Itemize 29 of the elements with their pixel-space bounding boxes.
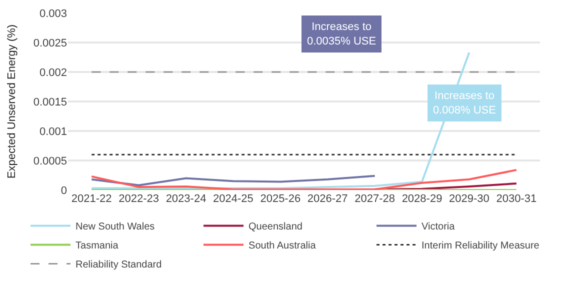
legend-label: Queensland xyxy=(248,222,302,233)
legend-label: New South Wales xyxy=(76,222,155,233)
y-tick-label: 0.0015 xyxy=(33,96,67,108)
x-tick-label: 2024-25 xyxy=(213,193,254,205)
x-tick-label: 2027-28 xyxy=(354,193,395,205)
y-tick-label: 0.0005 xyxy=(33,155,67,168)
line-series xyxy=(90,168,518,190)
y-tick-label: 0.0025 xyxy=(33,37,67,50)
x-tick-label: 2029-30 xyxy=(449,193,490,205)
x-tick-label: 2025-26 xyxy=(260,193,301,205)
x-tick-label: 2026-27 xyxy=(307,193,348,205)
y-tick-label: 0.003 xyxy=(39,8,67,20)
x-tick-label: 2030-31 xyxy=(496,193,537,205)
y-tick-label: 0 xyxy=(60,184,67,197)
annotation: Increases to 0.0035% USE xyxy=(307,21,376,48)
line-series xyxy=(90,174,376,186)
y-tick-label: 0.001 xyxy=(39,126,67,138)
legend-label: Interim Reliability Measure xyxy=(422,240,540,252)
x-tick-label: 2028-29 xyxy=(402,193,442,205)
legend-label: Reliability Standard xyxy=(76,260,162,271)
x-tick-label: 2022-23 xyxy=(118,193,159,205)
x-tick-label: 2023-24 xyxy=(166,193,206,205)
annotation: Increases to 0.008% USE xyxy=(433,90,496,116)
y-axis-title: Expected Unserved Energy (%) xyxy=(6,24,18,179)
x-tick-label: 2021-22 xyxy=(71,193,112,205)
legend-label: Tasmania xyxy=(76,240,119,252)
legend-label: Victoria xyxy=(422,222,456,233)
legend-label: South Australia xyxy=(248,240,316,252)
y-tick-label: 0.002 xyxy=(39,66,67,79)
